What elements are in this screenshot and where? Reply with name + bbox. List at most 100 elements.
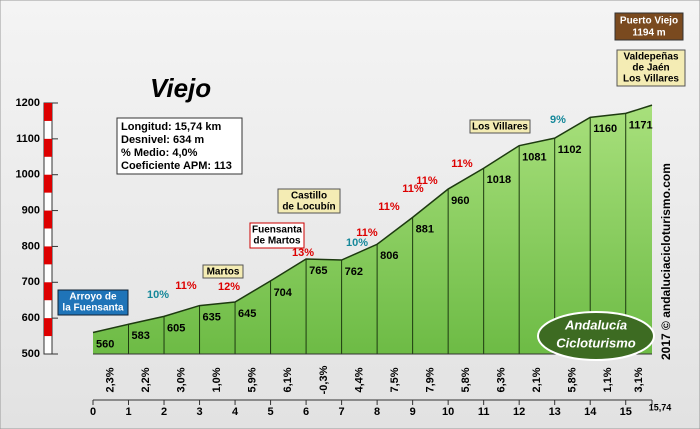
altitude-label: 881 bbox=[416, 223, 434, 235]
ramp-label: 9% bbox=[550, 114, 566, 126]
logo bbox=[537, 311, 655, 361]
chart-title: Viejo bbox=[150, 73, 211, 103]
summit-box bbox=[614, 12, 684, 41]
gradient-label: 5,8% bbox=[566, 367, 578, 392]
place-label: la Fuensanta bbox=[62, 303, 124, 314]
x-tick-label: 5 bbox=[268, 406, 274, 418]
ramp-label: 11% bbox=[402, 183, 424, 195]
place-box bbox=[249, 222, 305, 249]
place-label: Castillo bbox=[291, 191, 327, 202]
x-tick-label: 11 bbox=[478, 406, 490, 418]
ramp-label: 11% bbox=[451, 158, 473, 170]
x-tick-label: 10 bbox=[442, 406, 454, 418]
ramp-label: 10% bbox=[147, 289, 169, 301]
x-tick-label: 4 bbox=[232, 406, 239, 418]
x-tick-label: 0 bbox=[90, 406, 96, 418]
altitude-label: 1160 bbox=[593, 123, 617, 135]
place-box bbox=[469, 119, 531, 134]
ramp-label: 13% bbox=[292, 247, 314, 259]
axis-stripe-red bbox=[44, 282, 52, 301]
x-tick-label: 3 bbox=[196, 406, 202, 418]
profile-area bbox=[93, 105, 652, 354]
altitude-label: 645 bbox=[238, 308, 256, 320]
gradient-label: 3,1% bbox=[633, 367, 645, 392]
x-tick-label: 15 bbox=[620, 406, 632, 418]
x-tick-label: 1 bbox=[125, 406, 131, 418]
place-label: de Locubín bbox=[282, 202, 335, 213]
summit-label: 1194 m bbox=[632, 28, 665, 39]
x-tick-label: 9 bbox=[410, 406, 416, 418]
gradient-label: 2,2% bbox=[140, 367, 152, 392]
place-label: Los Villares bbox=[472, 122, 528, 133]
axis-stripe-red bbox=[44, 103, 52, 121]
gradient-label: 7,5% bbox=[389, 367, 401, 392]
axis-stripe-red bbox=[44, 210, 52, 229]
gradient-label: 5,9% bbox=[247, 367, 259, 392]
profile-line bbox=[92, 104, 653, 334]
gradient-label: 2,1% bbox=[531, 367, 543, 392]
ramp-label: 11% bbox=[356, 227, 378, 239]
place-label: Valdepeñas bbox=[623, 52, 678, 63]
axis-stripe-red bbox=[44, 174, 52, 193]
place-label: Fuensanta bbox=[252, 225, 302, 236]
gradient-label: 1,0% bbox=[211, 367, 223, 392]
ramp-label: 12% bbox=[218, 281, 240, 293]
axis-stripe-red bbox=[44, 246, 52, 265]
info-line: Coeficiente APM: 113 bbox=[121, 160, 232, 172]
place-box bbox=[616, 49, 686, 87]
x-tick-label: 2 bbox=[161, 406, 167, 418]
y-tick-label: 1100 bbox=[16, 133, 40, 145]
altitude-label: 765 bbox=[309, 265, 327, 277]
gradient-label: 7,9% bbox=[424, 367, 436, 392]
altitude-label: 605 bbox=[167, 322, 185, 334]
place-label: Arroyo de bbox=[69, 292, 117, 303]
axis-stripe-red bbox=[44, 318, 52, 337]
logo-text: Cicloturismo bbox=[556, 335, 636, 350]
altitude-label: 583 bbox=[132, 330, 150, 342]
ramp-label: 11% bbox=[416, 175, 438, 187]
altitude-label: 704 bbox=[274, 287, 293, 299]
place-box bbox=[202, 264, 244, 279]
altitude-label: 762 bbox=[345, 266, 363, 278]
info-box bbox=[116, 117, 243, 175]
x-tick-label: 15,74 bbox=[649, 402, 672, 412]
place-label: de Martos bbox=[253, 236, 301, 247]
gradient-label: 3,0% bbox=[176, 367, 188, 392]
y-tick-label: 700 bbox=[22, 276, 40, 288]
y-tick-label: 1000 bbox=[16, 169, 40, 181]
altitude-label: 635 bbox=[203, 311, 221, 323]
credit: 2017 © andaluciacicloturismo.com bbox=[659, 163, 673, 360]
ramp-label: 11% bbox=[378, 201, 400, 213]
x-tick-label: 8 bbox=[374, 406, 380, 418]
x-tick-label: 12 bbox=[513, 406, 525, 418]
altitude-label: 1171 bbox=[629, 119, 653, 131]
logo-text: Andalucía bbox=[564, 317, 627, 332]
gradient-label: 6,3% bbox=[495, 367, 507, 392]
x-tick-label: 13 bbox=[549, 406, 561, 418]
x-tick-label: 14 bbox=[584, 406, 597, 418]
info-line: % Medio: 4,0% bbox=[121, 147, 198, 159]
gradient-label: 1,1% bbox=[602, 367, 614, 392]
summit-label: Puerto Viejo bbox=[620, 16, 678, 27]
y-tick-label: 800 bbox=[22, 240, 40, 252]
place-label: Los Villares bbox=[623, 74, 679, 85]
place-box bbox=[57, 289, 129, 316]
y-tick-label: 900 bbox=[22, 204, 40, 216]
gradient-label: 6,1% bbox=[282, 367, 294, 392]
altitude-label: 1081 bbox=[522, 152, 546, 164]
axis-stripe-red bbox=[44, 138, 52, 157]
altitude-label: 806 bbox=[380, 250, 398, 262]
gradient-label: 5,8% bbox=[460, 367, 472, 392]
ramp-label: 10% bbox=[346, 237, 368, 249]
y-tick-label: 600 bbox=[22, 312, 40, 324]
altitude-label: 1102 bbox=[558, 144, 582, 156]
gradient-label: -0,3% bbox=[318, 365, 330, 394]
altitude-label: 1018 bbox=[487, 174, 511, 186]
gradient-label: 4,4% bbox=[353, 367, 365, 392]
x-tick-label: 6 bbox=[303, 406, 309, 418]
y-tick-label: 1200 bbox=[16, 97, 40, 109]
place-label: Martos bbox=[207, 267, 240, 278]
ramp-label: 11% bbox=[175, 280, 197, 292]
